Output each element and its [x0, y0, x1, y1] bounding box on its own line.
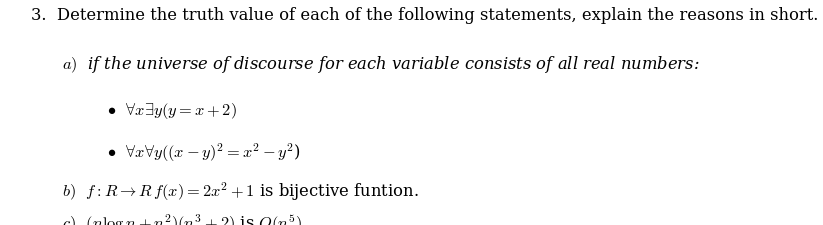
- Text: 3.  Determine the truth value of each of the following statements, explain the r: 3. Determine the truth value of each of …: [31, 7, 819, 24]
- Text: $a)$  if the universe of discourse for each variable consists of all real number: $a)$ if the universe of discourse for ea…: [62, 54, 700, 75]
- Text: $c)$  $(n\log n+n^2)(n^3+2)$ is $O(n^5)$: $c)$ $(n\log n+n^2)(n^3+2)$ is $O(n^5)$: [62, 212, 301, 225]
- Text: $\bullet$  $\forall x\forall y((x-y)^2 = x^2 - y^2$): $\bullet$ $\forall x\forall y((x-y)^2 = …: [107, 141, 300, 163]
- Text: $b)$  $f : R \rightarrow R\,f(x) = 2x^2 + 1$ is bijective funtion.: $b)$ $f : R \rightarrow R\,f(x) = 2x^2 +…: [62, 180, 418, 202]
- Text: $\bullet$  $\forall x\exists y(y = x+2)$: $\bullet$ $\forall x\exists y(y = x+2)$: [107, 100, 237, 120]
